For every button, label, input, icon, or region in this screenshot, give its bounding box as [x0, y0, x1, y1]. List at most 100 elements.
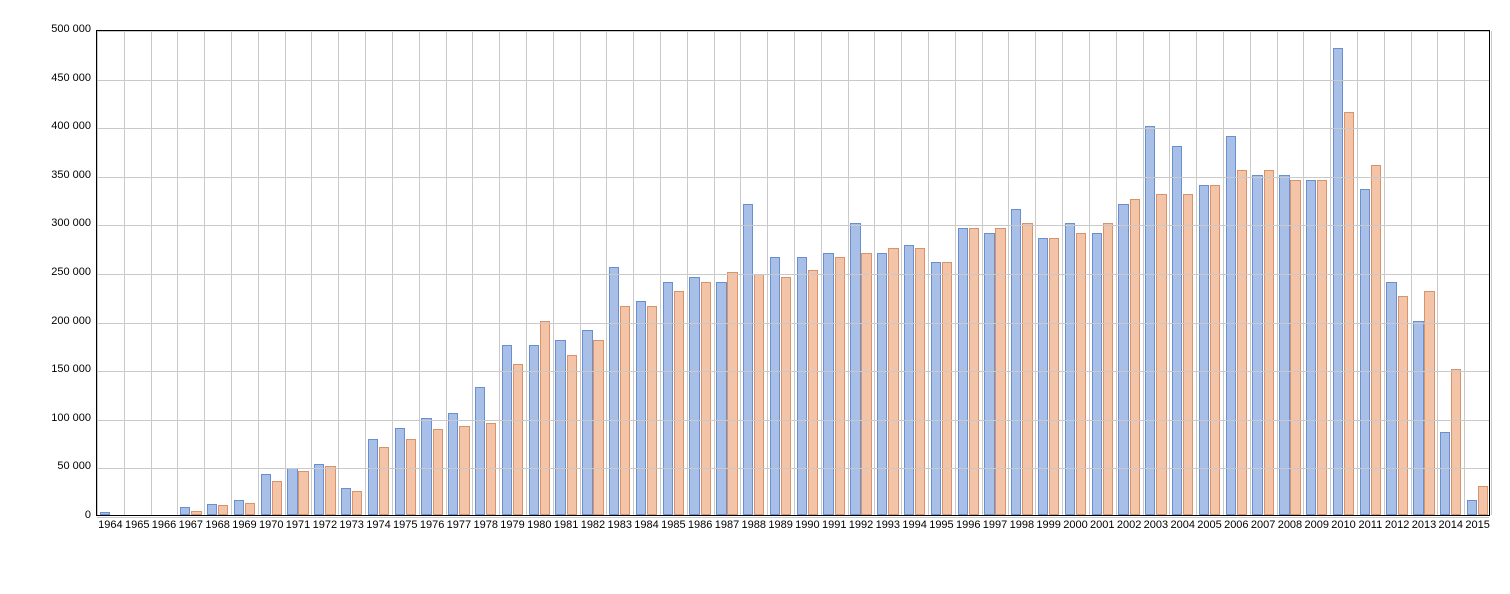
x-tick-label: 1973 [339, 515, 363, 531]
x-tick-label: 1994 [902, 515, 926, 531]
gridline-v [1384, 31, 1385, 515]
y-tick-label: 350 000 [51, 169, 97, 181]
y-tick-label: 500 000 [51, 23, 97, 35]
gridline-v [499, 31, 500, 515]
x-tick-label: 1967 [179, 515, 203, 531]
gridline-v [1277, 31, 1278, 515]
bar-series-b [1478, 486, 1488, 515]
bar-series-a [904, 245, 914, 515]
x-tick-label: 2002 [1117, 515, 1141, 531]
gridline-v [1196, 31, 1197, 515]
bar-series-a [823, 253, 833, 515]
bar-series-b [433, 429, 443, 515]
bar-series-a [555, 340, 565, 515]
gridline-v [1303, 31, 1304, 515]
x-tick-label: 1978 [473, 515, 497, 531]
gridline-v [982, 31, 983, 515]
bar-series-a [341, 488, 351, 515]
x-tick-label: 1968 [205, 515, 229, 531]
x-tick-label: 1976 [420, 515, 444, 531]
x-tick-label: 2004 [1170, 515, 1194, 531]
x-tick-label: 1995 [929, 515, 953, 531]
bar-series-b [808, 270, 818, 515]
bar-series-a [1092, 233, 1102, 515]
x-tick-label: 1975 [393, 515, 417, 531]
bar-series-b [352, 491, 362, 515]
gridline-v [794, 31, 795, 515]
bar-series-b [888, 248, 898, 515]
bar-series-b [1371, 165, 1381, 515]
x-tick-label: 1984 [634, 515, 658, 531]
y-tick-label: 200 000 [51, 315, 97, 327]
x-tick-label: 1990 [795, 515, 819, 531]
x-tick-label: 2010 [1331, 515, 1355, 531]
bar-series-b [861, 253, 871, 515]
bar-series-a [287, 468, 297, 515]
gridline-v [1464, 31, 1465, 515]
gridline-v [848, 31, 849, 515]
x-tick-label: 2007 [1251, 515, 1275, 531]
gridline-v [580, 31, 581, 515]
y-tick-label: 250 000 [51, 266, 97, 278]
bar-series-b [1049, 238, 1059, 515]
x-tick-label: 2005 [1197, 515, 1221, 531]
x-tick-label: 2000 [1063, 515, 1087, 531]
gridline-v [1062, 31, 1063, 515]
x-tick-label: 2009 [1305, 515, 1329, 531]
bar-series-b [593, 340, 603, 515]
bar-series-b [1317, 180, 1327, 515]
plot-area: 050 000100 000150 000200 000250 000300 0… [96, 30, 1490, 516]
gridline-v [392, 31, 393, 515]
gridline-v [874, 31, 875, 515]
x-tick-label: 1987 [715, 515, 739, 531]
bar-series-b [1344, 112, 1354, 515]
gridline-h [97, 80, 1489, 81]
bar-series-a [448, 413, 458, 515]
gridline-v [204, 31, 205, 515]
bar-series-b [1022, 223, 1032, 515]
bar-series-b [406, 439, 416, 515]
gridline-v [231, 31, 232, 515]
bar-series-a [609, 267, 619, 515]
bar-series-b [754, 274, 764, 515]
bar-series-b [1424, 291, 1434, 515]
x-tick-label: 2013 [1412, 515, 1436, 531]
gridline-v [1035, 31, 1036, 515]
x-tick-label: 1982 [581, 515, 605, 531]
x-tick-label: 1999 [1036, 515, 1060, 531]
gridline-h [97, 177, 1489, 178]
bar-series-b [298, 471, 308, 515]
x-tick-label: 1971 [286, 515, 310, 531]
bar-series-b [325, 466, 335, 515]
gridline-h [97, 420, 1489, 421]
x-tick-label: 1998 [1010, 515, 1034, 531]
gridline-v [151, 31, 152, 515]
bar-series-a [234, 500, 244, 515]
bar-series-b [1451, 369, 1461, 515]
bar-series-b [1103, 223, 1113, 515]
bar-series-b [727, 272, 737, 515]
bar-series-a [716, 282, 726, 515]
gridline-v [1357, 31, 1358, 515]
bar-series-a [1467, 500, 1477, 515]
bar-series-b [701, 282, 711, 515]
gridline-h [97, 128, 1489, 129]
x-tick-label: 2006 [1224, 515, 1248, 531]
bar-series-a [984, 233, 994, 515]
x-tick-label: 1991 [822, 515, 846, 531]
gridline-v [472, 31, 473, 515]
bars-layer [97, 31, 1489, 515]
x-tick-label: 1977 [447, 515, 471, 531]
bar-series-b [459, 426, 469, 515]
bar-series-a [314, 464, 324, 515]
x-tick-label: 1965 [125, 515, 149, 531]
bar-series-a [1386, 282, 1396, 515]
x-tick-label: 1980 [527, 515, 551, 531]
gridline-v [97, 31, 98, 515]
gridline-h [97, 468, 1489, 469]
bar-series-a [1145, 126, 1155, 515]
gridline-v [526, 31, 527, 515]
gridline-v [365, 31, 366, 515]
gridline-v [285, 31, 286, 515]
gridline-h [97, 323, 1489, 324]
